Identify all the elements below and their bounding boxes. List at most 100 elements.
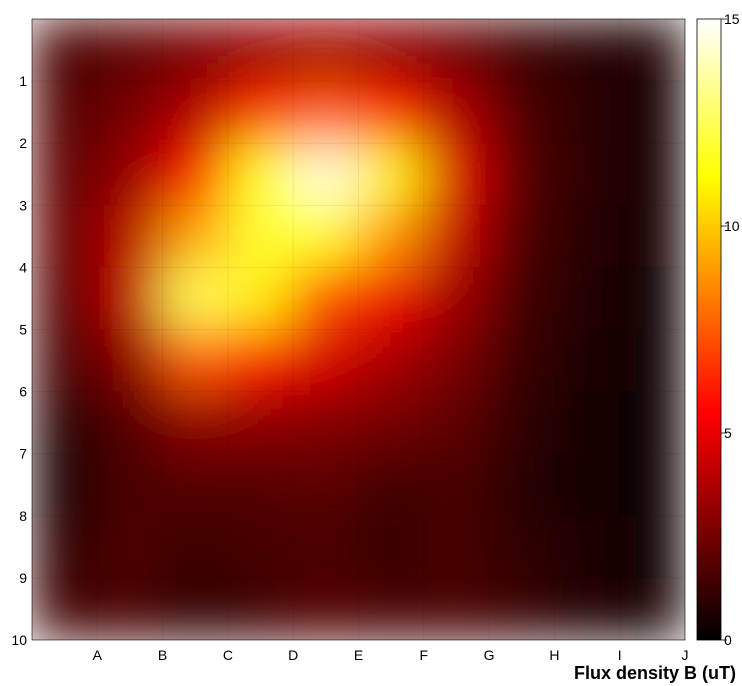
heatmap-cell [292,19,359,82]
y-tick-label: 3 [19,197,27,213]
heatmap-cell [96,266,164,330]
x-tick-label: F [420,647,429,663]
heatmap-cell [358,515,425,579]
heatmap-cell [227,266,294,330]
heatmap-cell [32,391,98,455]
heatmap-cell [423,391,490,455]
heatmap-cell [553,204,621,268]
heatmap-cell [423,577,490,640]
y-tick-label: 10 [11,632,27,648]
heatmap-cell [488,142,555,206]
heatmap-cell [292,515,359,579]
heatmap-cell [162,515,229,579]
heatmap-cell [32,453,98,517]
heatmap-cell [423,204,490,268]
x-tick-label: B [158,647,167,663]
heatmap-area [32,19,685,640]
heatmap-cell [227,329,294,393]
heatmap-cell [32,80,98,144]
y-tick-label: 9 [19,570,27,586]
heatmap-cell [227,19,294,82]
x-tick-label: I [618,647,622,663]
heatmap-cell [619,19,685,82]
heatmap-cell [553,329,621,393]
heatmap-cell [96,204,164,268]
heatmap-cell [292,142,359,206]
heatmap-cell [358,80,425,144]
x-tick-label: E [354,647,363,663]
heatmap-cell [32,266,98,330]
heatmap-cell [227,453,294,517]
plot-frame [31,18,686,641]
colorbar-axis: 0 5 10 15 [721,11,740,648]
heatmap-cell [358,204,425,268]
heatmap-cell [96,142,164,206]
heatmap-cell [553,453,621,517]
heatmap-cell [358,391,425,455]
y-tick-label: 2 [19,135,27,151]
heatmap-cell [619,266,685,330]
y-tick-label: 6 [19,384,27,400]
heatmap-cell [619,515,685,579]
colorbar-tick-label: 15 [724,11,740,27]
heatmap-cell [488,204,555,268]
heatmap-cell [162,329,229,393]
heatmap-cell [488,577,555,640]
heatmap-cell [162,577,229,640]
heatmap-cell [423,80,490,144]
y-tick-label: 4 [19,259,27,275]
x-tick-label: H [549,647,559,663]
heatmap-cell [162,204,229,268]
colorbar-unit-label: Flux density B (uT) [574,663,736,683]
heatmap-cell [358,266,425,330]
heatmap-cell [619,391,685,455]
y-tick-label: 1 [19,73,27,89]
heatmap-cell [292,266,359,330]
heatmap-cell [619,577,685,640]
heatmap-cell [32,19,98,82]
x-tick-label: D [288,647,298,663]
colorbar-tick-label: 0 [724,632,732,648]
heatmap-cell [32,329,98,393]
heatmap-cell [162,19,229,82]
heatmap-cell [292,453,359,517]
colorbar-tick-label: 5 [724,425,732,441]
heatmap-cell [553,142,621,206]
heatmap-cell [96,453,164,517]
heatmap-cell [162,453,229,517]
heatmap-cell [227,80,294,144]
heatmap-cell [423,329,490,393]
heatmap-cell [488,453,555,517]
heatmap-cell [292,391,359,455]
heatmap-cell [96,19,164,82]
x-tick-label: C [223,647,233,663]
x-tick-label: A [93,647,103,663]
heatmap-cell [619,453,685,517]
heatmap-cell [32,204,98,268]
heatmap-cell [423,142,490,206]
heatmap-cell [96,329,164,393]
heatmap-cell [162,142,229,206]
heatmap-cell [358,577,425,640]
heatmap-cell [358,329,425,393]
heatmap-cell [292,204,359,268]
y-axis: 1 2 3 4 5 6 7 8 9 10 [11,73,27,648]
heatmap-cell [619,204,685,268]
y-tick-label: 5 [19,322,27,338]
heatmap-cell [227,142,294,206]
y-tick-label: 7 [19,446,27,462]
heatmap-cell [358,19,425,82]
heatmap-cell [292,329,359,393]
heatmap-cell [488,80,555,144]
heatmap-cell [227,391,294,455]
heatmap-cell [553,80,621,144]
heatmap-cell [423,453,490,517]
heatmap-cell [227,204,294,268]
heatmap-cell [553,577,621,640]
x-axis: A B C D E F G H I J [93,647,689,663]
heatmap-cell [292,577,359,640]
heatmap-cell [96,515,164,579]
heatmap-cell [619,80,685,144]
heatmap-cell [619,142,685,206]
